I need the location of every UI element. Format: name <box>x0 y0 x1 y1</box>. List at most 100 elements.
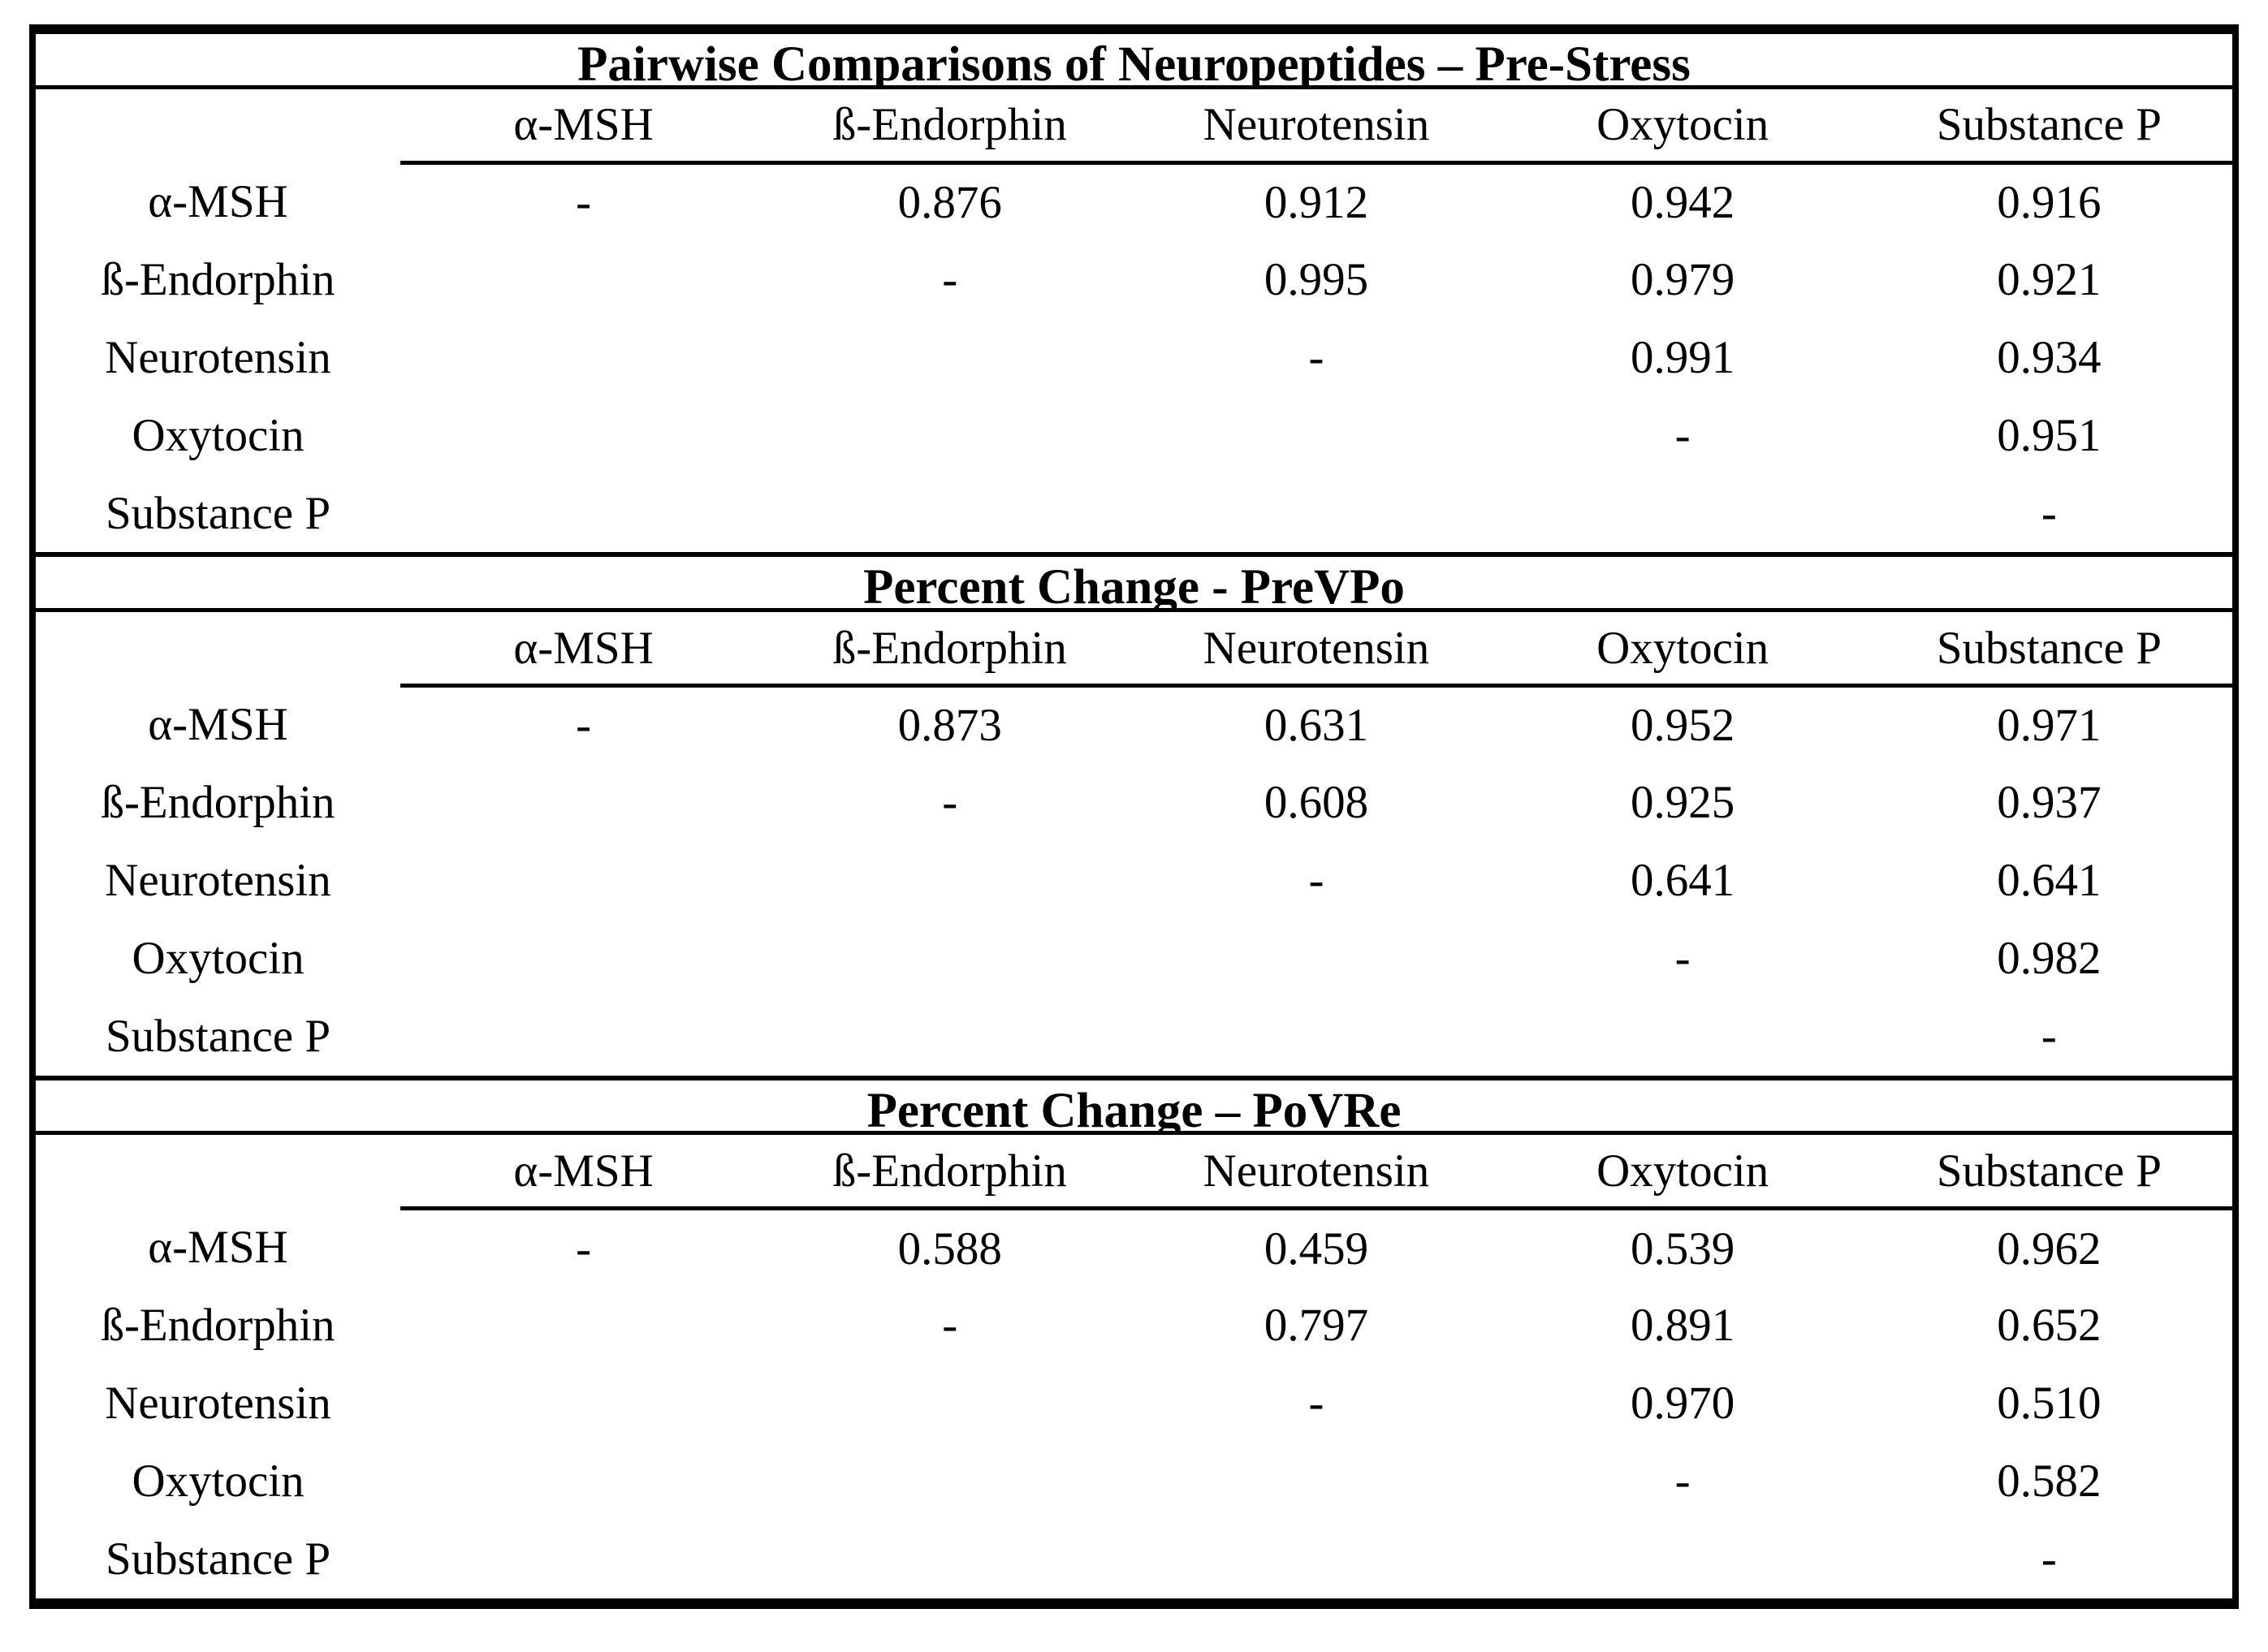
value-cell: - <box>1674 1456 1691 1508</box>
value-cell <box>1133 1443 1499 1520</box>
column-header: Substance P <box>1865 88 2232 165</box>
comparison-table-frame: Pairwise Comparisons of Neuropeptides – … <box>29 24 2239 1609</box>
value-cell: - <box>576 177 592 229</box>
column-header: Neurotensin <box>1133 1135 1500 1211</box>
value-cell: 0.971 <box>1997 700 2102 752</box>
value-cell: 0.925 <box>1631 777 1735 829</box>
column-header: ß-Endorphin <box>767 88 1134 165</box>
value-cell: - <box>2041 1011 2057 1063</box>
value-cell <box>1133 396 1499 474</box>
row-label: ß-Endorphin <box>101 1300 335 1352</box>
section-title: Percent Change - PreVPo <box>36 557 2232 613</box>
value-cell: - <box>576 700 592 752</box>
table-row: α-MSH - 0.873 0.631 0.952 0.971 <box>36 686 2232 764</box>
corner-cell <box>36 1135 400 1209</box>
value-cell: 0.962 <box>1997 1223 2102 1275</box>
value-cell <box>1500 998 1866 1076</box>
value-cell: - <box>942 777 958 829</box>
value-cell: 0.942 <box>1631 177 1735 229</box>
row-label: Neurotensin <box>105 855 331 907</box>
row-label: Neurotensin <box>105 331 331 383</box>
row-label: Substance P <box>105 1533 331 1585</box>
value-cell: 0.608 <box>1264 777 1369 829</box>
header-row: α-MSH ß-Endorphin Neurotensin Oxytocin S… <box>36 1135 2232 1211</box>
header-row: α-MSH ß-Endorphin Neurotensin Oxytocin S… <box>36 612 2232 688</box>
table-row: ß-Endorphin - 0.797 0.891 0.652 <box>36 1287 2232 1365</box>
pairwise-matrix-table: α-MSH ß-Endorphin Neurotensin Oxytocin S… <box>36 1135 2232 1598</box>
value-cell: 0.937 <box>1997 777 2102 829</box>
section-title: Percent Change – PoVRe <box>36 1080 2232 1136</box>
value-cell <box>400 764 767 842</box>
value-cell <box>400 1365 767 1443</box>
value-cell: 0.641 <box>1631 855 1735 907</box>
value-cell <box>400 920 767 998</box>
value-cell <box>400 842 767 920</box>
section-povre: Percent Change – PoVRe α-MSH ß-Endorphin… <box>36 1075 2232 1598</box>
value-cell: - <box>1674 933 1691 985</box>
value-cell: - <box>2041 1533 2057 1585</box>
corner-cell <box>36 89 400 163</box>
value-cell <box>400 240 767 318</box>
table-row: α-MSH - 0.876 0.912 0.942 0.916 <box>36 162 2232 240</box>
table-row: Substance P - <box>36 998 2232 1076</box>
value-cell <box>400 396 767 474</box>
table-row: Neurotensin - 0.641 0.641 <box>36 842 2232 920</box>
value-cell <box>400 1443 767 1520</box>
value-cell <box>767 842 1133 920</box>
value-cell: 0.995 <box>1264 253 1369 305</box>
table-row: Oxytocin - 0.982 <box>36 920 2232 998</box>
value-cell <box>767 318 1133 396</box>
corner-cell <box>36 612 400 686</box>
row-label: ß-Endorphin <box>101 777 335 829</box>
value-cell <box>767 1443 1133 1520</box>
pairwise-matrix-table: α-MSH ß-Endorphin Neurotensin Oxytocin S… <box>36 612 2232 1076</box>
row-label: Oxytocin <box>132 409 305 461</box>
value-cell: - <box>942 1300 958 1352</box>
column-header: Substance P <box>1865 1135 2232 1211</box>
table-row: Substance P - <box>36 1520 2232 1598</box>
value-cell <box>400 998 767 1076</box>
value-cell <box>1133 998 1499 1076</box>
value-cell <box>400 1520 767 1598</box>
section-prevpo: Percent Change - PreVPo α-MSH ß-Endorphi… <box>36 552 2232 1075</box>
row-label: α-MSH <box>148 699 288 751</box>
table-row: Oxytocin - 0.951 <box>36 396 2232 474</box>
pairwise-matrix-table: α-MSH ß-Endorphin Neurotensin Oxytocin S… <box>36 88 2232 553</box>
row-label: α-MSH <box>148 175 288 227</box>
header-row: α-MSH ß-Endorphin Neurotensin Oxytocin S… <box>36 88 2232 165</box>
value-cell: 0.951 <box>1997 409 2102 461</box>
value-cell: 0.991 <box>1631 331 1735 383</box>
table-row: Neurotensin - 0.991 0.934 <box>36 318 2232 396</box>
value-cell: - <box>2041 487 2057 539</box>
value-cell: 0.588 <box>897 1223 1002 1275</box>
column-header: Oxytocin <box>1499 88 1866 165</box>
value-cell: 0.641 <box>1997 855 2102 907</box>
value-cell <box>767 1365 1133 1443</box>
value-cell <box>1133 920 1499 998</box>
table-row: ß-Endorphin - 0.995 0.979 0.921 <box>36 240 2232 318</box>
column-header: ß-Endorphin <box>767 1135 1134 1211</box>
column-header: Oxytocin <box>1499 1135 1866 1211</box>
value-cell: 0.631 <box>1264 700 1369 752</box>
value-cell: 0.952 <box>1631 700 1735 752</box>
row-label: Oxytocin <box>132 1456 305 1508</box>
value-cell: 0.582 <box>1997 1456 2102 1508</box>
value-cell: - <box>942 253 958 305</box>
column-header: Neurotensin <box>1133 612 1500 688</box>
table-row: ß-Endorphin - 0.608 0.925 0.937 <box>36 764 2232 842</box>
value-cell <box>767 1520 1133 1598</box>
value-cell: 0.921 <box>1997 253 2102 305</box>
value-cell <box>767 474 1133 552</box>
value-cell <box>1500 474 1866 552</box>
value-cell: - <box>1674 409 1691 461</box>
row-label: Oxytocin <box>132 933 305 985</box>
value-cell: 0.912 <box>1264 177 1369 229</box>
column-header: ß-Endorphin <box>767 612 1134 688</box>
value-cell <box>767 998 1133 1076</box>
column-header: α-MSH <box>400 612 767 688</box>
row-label: Substance P <box>105 487 331 539</box>
value-cell: 0.916 <box>1997 177 2102 229</box>
value-cell: 0.797 <box>1264 1300 1369 1352</box>
value-cell: 0.873 <box>897 700 1002 752</box>
